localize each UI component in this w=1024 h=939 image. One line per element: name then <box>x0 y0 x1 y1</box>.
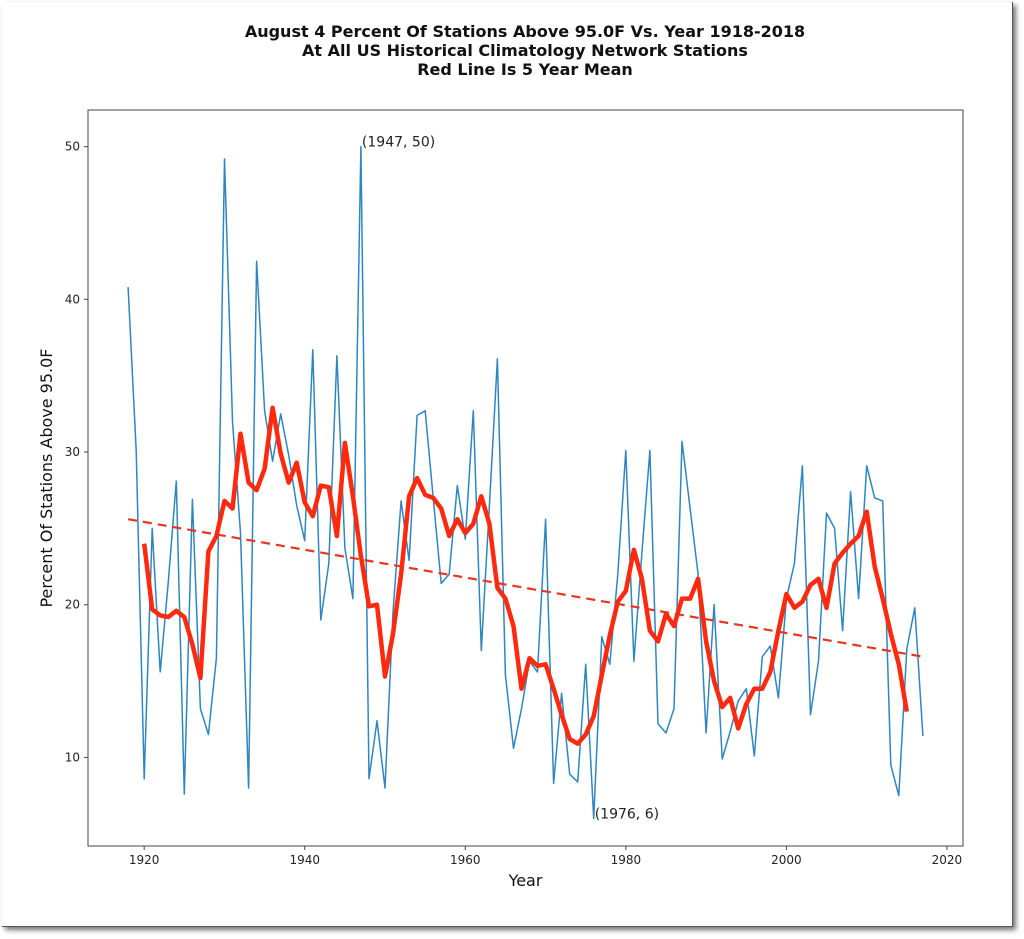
x-tick-label: 2020 <box>932 853 963 867</box>
x-tick-label: 2000 <box>771 853 802 867</box>
y-axis: 10 20 30 40 50 <box>65 140 88 764</box>
x-tick-label: 1940 <box>289 853 320 867</box>
annotation: (1976, 6) <box>595 807 659 823</box>
x-axis: 1920 1940 1960 1980 2000 2020 <box>129 846 962 867</box>
x-axis-label: Year <box>508 871 543 890</box>
y-tick-label: 50 <box>65 140 80 154</box>
five-year-mean-line <box>141 405 910 746</box>
plot-area-border <box>87 109 964 847</box>
chart-frame <box>2 2 1013 927</box>
y-tick-label: 30 <box>65 445 80 459</box>
annotation: (1947, 50) <box>362 135 435 151</box>
x-tick-label: 1960 <box>450 853 481 867</box>
title-line-3: Red Line Is 5 Year Mean <box>417 60 633 79</box>
y-axis-label: Percent Of Stations Above 95.0F <box>37 348 56 607</box>
x-tick-label: 1920 <box>129 853 160 867</box>
series-layer <box>127 145 924 820</box>
y-tick-label: 10 <box>65 750 80 764</box>
trend-line <box>127 518 924 658</box>
five-year-mean-line-points <box>144 407 907 744</box>
x-tick-label: 1980 <box>611 853 642 867</box>
title-line-1: August 4 Percent Of Stations Above 95.0F… <box>244 22 806 41</box>
y-tick-label: 20 <box>65 598 80 612</box>
title-line-2: At All US Historical Climatology Network… <box>302 41 748 60</box>
y-tick-label: 40 <box>65 292 80 306</box>
daily-percent-line <box>127 145 924 820</box>
chart-title: August 4 Percent Of Stations Above 95.0F… <box>0 22 1024 79</box>
annotations: (1947, 50) (1976, 6) <box>362 135 659 823</box>
